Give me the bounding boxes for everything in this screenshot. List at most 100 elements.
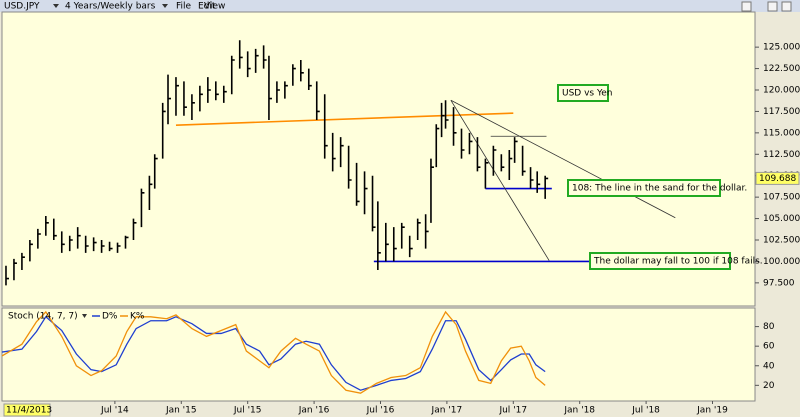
price-bar <box>5 265 9 286</box>
price-bar <box>435 124 440 168</box>
menu-item[interactable]: File <box>176 2 192 12</box>
price-bar <box>84 235 89 253</box>
price-bar <box>246 51 251 78</box>
close-button[interactable] <box>741 1 752 12</box>
price-bar <box>254 48 259 73</box>
price-bar <box>68 235 73 252</box>
y-tick-label: 100.000 <box>763 257 800 267</box>
price-bar <box>262 45 267 69</box>
x-tick-label: Jul '18 <box>631 406 660 416</box>
trend-line <box>450 99 676 219</box>
y-tick-label: 122.500 <box>763 64 800 74</box>
y-tick-label: 117.500 <box>763 107 800 117</box>
y-tick-label: 112.500 <box>763 150 800 160</box>
price-bar <box>339 137 344 168</box>
annotation-box <box>589 252 731 270</box>
price-bar <box>371 175 376 232</box>
x-tick-label: Jan '19 <box>696 406 728 416</box>
x-tick-label: Jul '14 <box>100 406 129 416</box>
price-bar <box>108 241 113 252</box>
dropdown-icon[interactable] <box>82 314 87 318</box>
price-bar <box>92 237 97 252</box>
symbol[interactable]: USD.JPY <box>4 2 40 12</box>
annotation: The dollar may fall to 100 if 108 fails. <box>593 257 763 267</box>
price-bar <box>140 188 145 228</box>
window-button[interactable] <box>781 1 792 12</box>
price-bar <box>21 252 25 270</box>
price-bar <box>400 222 405 249</box>
price-bar <box>238 40 243 69</box>
price-bar <box>76 227 81 249</box>
price-bar <box>191 94 195 120</box>
y-tick-label: 97.500 <box>763 278 795 288</box>
price-bar <box>444 100 449 129</box>
dropdown-icon[interactable] <box>53 4 59 8</box>
price-bar <box>529 167 534 189</box>
settings-button[interactable] <box>767 1 778 12</box>
stoch-panel <box>1 307 756 402</box>
price-bar <box>476 137 481 172</box>
price-bar <box>355 162 360 206</box>
price-bar <box>161 102 166 159</box>
stoch-line <box>1 315 546 391</box>
price-bar <box>276 81 280 103</box>
x-tick-label: Jul '16 <box>366 406 395 416</box>
y-tick-label: 40 <box>763 361 775 371</box>
y-tick-label: 107.500 <box>763 193 800 203</box>
trend-line <box>175 112 514 126</box>
period[interactable]: 4 Years/Weekly bars <box>65 2 156 12</box>
price-bar <box>307 68 312 90</box>
price-bar <box>45 216 49 236</box>
price-bar <box>284 81 288 99</box>
price-bar <box>430 158 434 223</box>
price-bar <box>292 64 296 86</box>
dropdown-icon[interactable] <box>162 4 168 8</box>
price-bar <box>37 228 41 249</box>
price-bar <box>544 175 549 199</box>
price-bar <box>492 145 497 176</box>
y-tick-label: 105.000 <box>763 214 800 224</box>
legend-label: K% <box>130 312 145 322</box>
price-bar <box>52 218 57 240</box>
price-bar <box>460 128 465 159</box>
price-bar <box>521 145 526 176</box>
panel-title: Stoch (14, 7, 7) <box>8 312 78 322</box>
stoch-line <box>1 310 546 394</box>
price-bar <box>347 145 352 189</box>
x-tick-label: Jan '16 <box>298 406 330 416</box>
price-bar <box>13 258 17 281</box>
annotation: 108: The line in the sand for the dollar… <box>572 184 747 194</box>
price-bar <box>29 240 33 262</box>
price-bar <box>452 107 457 146</box>
x-tick-label: Jul '15 <box>233 406 262 416</box>
y-tick-label: 120.000 <box>763 86 800 96</box>
price-bar <box>268 55 272 120</box>
y-tick-label: 102.500 <box>763 236 800 246</box>
menu-item[interactable]: View <box>204 2 225 12</box>
x-tick-label: Jan '15 <box>165 406 197 416</box>
price-bar <box>377 201 381 270</box>
price-bar <box>416 218 421 240</box>
cursor-date: 11/4/2013 <box>6 406 52 416</box>
price-bar <box>207 77 211 103</box>
stoch-chart: 20 40 60 80 Jul '14 Jan '15 Jul '15 Jan '16 Jul … <box>1 310 775 417</box>
price-bar <box>100 240 105 253</box>
price-bar <box>508 150 513 180</box>
price-chart: 97.500100.000102.500105.000107.500110.00… <box>5 40 800 288</box>
price-bar <box>500 154 505 172</box>
price-bar <box>408 235 413 258</box>
y-tick-label: 125.000 <box>763 43 800 53</box>
price-bar <box>167 74 172 125</box>
trend-line <box>450 100 550 261</box>
price-bar <box>60 231 65 253</box>
price-bar <box>153 154 158 189</box>
y-tick-label: 60 <box>763 342 775 352</box>
x-tick-label: Jan '17 <box>431 406 463 416</box>
price-bar <box>183 81 187 116</box>
legend-label: D% <box>102 312 118 322</box>
price-bar <box>513 137 518 163</box>
menu-item[interactable]: Edit <box>198 2 216 12</box>
price-bar <box>300 60 304 82</box>
y-tick-label: 20 <box>763 381 775 391</box>
